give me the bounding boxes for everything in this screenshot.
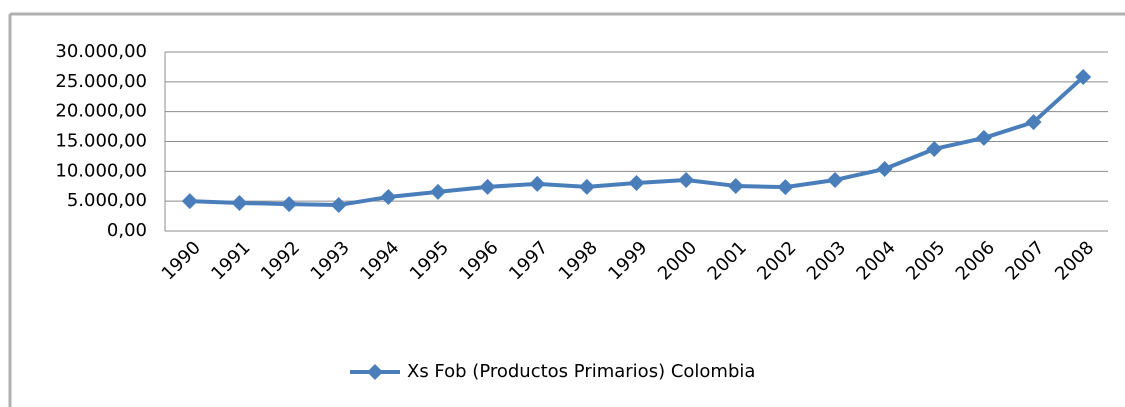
- y-tick-label: 30.000,00: [55, 41, 147, 62]
- point-marker: [727, 177, 744, 194]
- point-marker: [380, 188, 397, 205]
- point-marker: [678, 171, 695, 188]
- point-marker: [429, 183, 446, 200]
- point-marker: [529, 175, 546, 192]
- y-tick-label: 5.000,00: [67, 190, 147, 211]
- point-marker: [777, 179, 794, 196]
- legend-label: Xs Fob (Productos Primarios) Colombia: [407, 361, 755, 382]
- point-marker: [827, 171, 844, 188]
- point-marker: [926, 140, 943, 157]
- point-marker: [330, 197, 347, 214]
- point-marker: [479, 178, 496, 195]
- y-tick-label: 25.000,00: [55, 71, 147, 92]
- y-tick-label: 20.000,00: [55, 101, 147, 122]
- y-tick-label: 0,00: [107, 220, 147, 241]
- point-marker: [876, 160, 893, 177]
- y-tick-label: 10.000,00: [55, 160, 147, 181]
- legend-marker: [367, 364, 383, 380]
- point-marker: [181, 193, 198, 210]
- point-marker: [1075, 69, 1092, 86]
- y-tick-label: 15.000,00: [55, 131, 147, 152]
- point-marker: [578, 178, 595, 195]
- point-marker: [281, 196, 298, 213]
- point-marker: [975, 129, 992, 146]
- point-marker: [628, 174, 645, 191]
- point-marker: [231, 194, 248, 211]
- point-marker: [1025, 114, 1042, 131]
